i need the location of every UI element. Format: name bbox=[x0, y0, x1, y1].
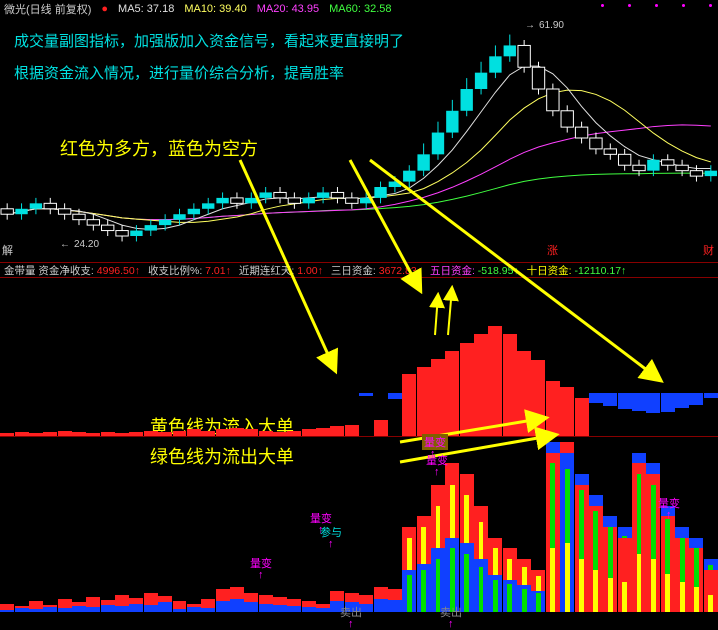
ma10-label: MA10: 39.40 bbox=[184, 3, 246, 15]
chart-root: 微光(日线 前复权) ● MA5: 37.18 MA10: 39.40 MA20… bbox=[0, 0, 718, 617]
ma5-label: MA5: 37.18 bbox=[118, 3, 174, 15]
annot-3: 红色为多方，蓝色为空方 bbox=[60, 135, 258, 161]
stock-title: 微光(日线 前复权) bbox=[4, 1, 91, 17]
mark-zhang: 涨 bbox=[547, 242, 558, 258]
mark-cai: 财 bbox=[703, 242, 714, 258]
mark-jie: 解 bbox=[2, 242, 13, 258]
ma60-label: MA60: 32.58 bbox=[329, 3, 391, 15]
price-low: ←24.20 bbox=[60, 239, 99, 250]
mid-volume-panel[interactable] bbox=[0, 278, 718, 436]
annot-1: 成交量副图指标，加强版加入资金信号，看起来更直接明了 bbox=[14, 30, 404, 51]
top-ma-bar: 微光(日线 前复权) ● MA5: 37.18 MA10: 39.40 MA20… bbox=[0, 0, 718, 18]
top-dots bbox=[601, 4, 712, 7]
ma20-label: MA20: 43.95 bbox=[257, 3, 319, 15]
annot-2: 根据资金流入情况，进行量价综合分析，提高胜率 bbox=[14, 62, 344, 83]
ma-dot: ● bbox=[101, 3, 108, 15]
low-volume-panel[interactable] bbox=[0, 436, 718, 612]
price-high: 61.90 bbox=[539, 20, 564, 31]
fund-info-bar: 金带量 资金净收支: 4996.50↑ 收支比例%: 7.01↑ 近期连红天: … bbox=[0, 262, 718, 278]
mid-neg-bars bbox=[0, 393, 718, 436]
low-bars bbox=[0, 436, 718, 612]
